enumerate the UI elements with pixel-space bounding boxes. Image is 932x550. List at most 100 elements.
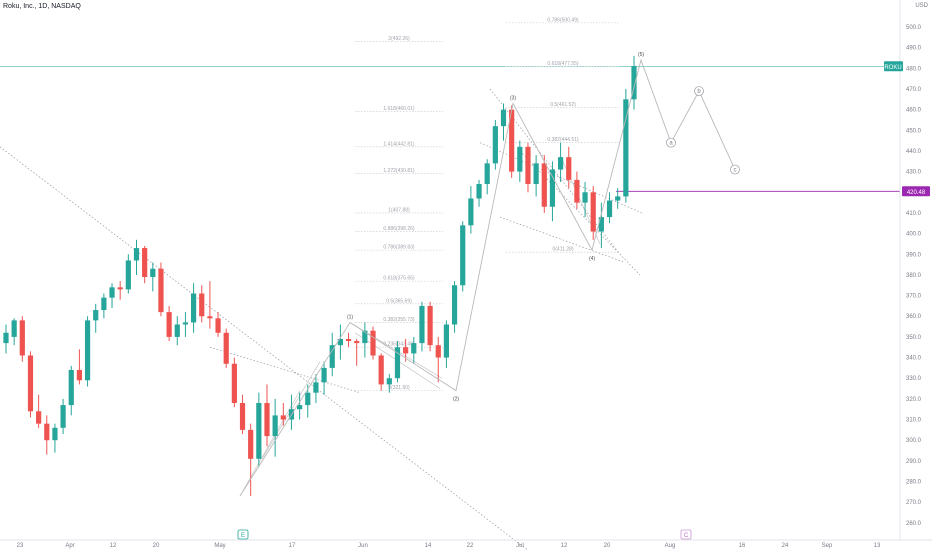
fib-level-label: 0.618(477.55) (547, 61, 578, 67)
time-tick-label: 14 (425, 543, 432, 549)
candle-body (468, 198, 474, 226)
candle-body (631, 66, 637, 100)
price-tick-label: 290.0 (906, 459, 922, 465)
candle-body (386, 378, 392, 385)
event-badge[interactable] (680, 529, 692, 540)
price-tick-label: 480.0 (906, 66, 922, 72)
candle-body (615, 196, 621, 201)
event-badge-label: E (241, 533, 245, 539)
price-tick-label: 390.0 (906, 252, 922, 258)
candle-body (76, 369, 83, 381)
candle-body (598, 217, 604, 232)
candle-body (182, 322, 189, 325)
candle-body (272, 415, 278, 437)
price-tick-label: 430.0 (906, 170, 922, 176)
candle-body (44, 423, 50, 441)
time-tick-label: Jun (358, 543, 368, 549)
candle-body (541, 163, 547, 207)
candle-body (566, 157, 572, 180)
candle-body (248, 429, 254, 459)
fib-level-label: 2(492.26) (388, 36, 410, 42)
candle-body (484, 163, 490, 185)
time-axis: 23 Apr 12 20 May 17 Jun 14 22 Jul 12 20 Aug 16 24 Sep 13… (0, 529, 932, 549)
elliott-wave-projection: (1) (2) (3) (4) (5) a b c (239, 52, 740, 497)
candle-body (313, 382, 319, 393)
wave-path (239, 58, 736, 497)
wedge-line (239, 390, 301, 497)
candle-body (509, 109, 515, 172)
price-label-badge (902, 186, 930, 197)
candle-body (11, 320, 17, 337)
wave-label: (1) (347, 314, 353, 320)
candle-body (264, 403, 270, 437)
candle-body (117, 287, 123, 290)
fib-level-label: 0(321.50) (388, 385, 410, 391)
wave-label: (5) (638, 52, 644, 58)
fib-level-label: 1.618(460.01) (383, 106, 414, 112)
candle-body (207, 316, 213, 319)
price-tick-label: 350.0 (906, 335, 922, 341)
fib-level-label: 0.618(375.65) (383, 276, 414, 282)
candle-body (606, 200, 613, 218)
candle-body (492, 126, 498, 164)
candle-body (411, 343, 417, 354)
fib-level-label: 0.382(444.51) (547, 137, 578, 143)
time-tick-label: Aug (665, 543, 676, 549)
price-tick-label: 340.0 (906, 356, 922, 362)
price-tick-label: 320.0 (906, 397, 922, 403)
candle-body (239, 403, 246, 430)
time-tick-label: 20 (153, 543, 160, 549)
price-tick-label: 280.0 (906, 480, 922, 486)
candle-body (231, 363, 237, 404)
time-tick-label: May (214, 543, 225, 549)
candle-body (27, 355, 34, 412)
wave-marker (694, 86, 704, 96)
wave-marker (730, 164, 740, 175)
candle-body (321, 367, 327, 383)
time-tick-label: 23 (17, 543, 24, 549)
price-tick-label: 300.0 (906, 438, 922, 444)
time-tick-label: 20 (604, 543, 611, 549)
candle-body (427, 305, 433, 346)
candle-body (345, 338, 352, 342)
event-badge-label: C (684, 533, 689, 539)
wave-label: (4) (589, 256, 595, 262)
candle-body (166, 312, 172, 337)
dotted-trend-line (0, 146, 529, 550)
event-badge[interactable] (237, 529, 249, 540)
time-tick-label: Apr (65, 543, 74, 549)
wave-label: (2) (453, 397, 459, 403)
candle-body (52, 427, 58, 441)
price-tick-label: 310.0 (906, 418, 922, 424)
candle-body (150, 268, 156, 277)
candle-body (256, 403, 262, 459)
candle-body (68, 369, 74, 406)
symbol-title: Roku, Inc., 1D, NASDAQ (3, 3, 81, 10)
candle-body (590, 192, 596, 232)
wave-label: b (697, 89, 701, 95)
candle-body (419, 305, 425, 344)
candle-body (533, 163, 539, 185)
fib-level-label: 0.786(389.83) (383, 245, 414, 251)
candle-body (574, 179, 580, 203)
dotted-trend-line (499, 216, 626, 263)
price-tick-label: 330.0 (906, 376, 922, 382)
price-tick-label: 260.0 (906, 521, 922, 527)
fib-level-label: 0.5(365.69) (386, 298, 412, 304)
fib-level-label: 1(407.88) (388, 207, 410, 213)
fib-level-label: 0(411.28) (552, 247, 573, 253)
candle-body (297, 405, 303, 410)
time-tick-label: 16 (739, 543, 746, 549)
candle-body (362, 330, 368, 344)
candle-body (84, 320, 91, 381)
candle-body (158, 268, 164, 313)
time-tick-label: 17 (289, 543, 296, 549)
candle-body (557, 157, 564, 170)
price-axis: 260.0 270.0 280.0 290.0 300.0 310.0 320.0 330.0… (884, 0, 930, 540)
price-tick-label: 370.0 (906, 294, 922, 300)
time-tick-label: 12 (561, 543, 568, 549)
candle-body (101, 297, 107, 311)
candle-body (354, 341, 360, 344)
candle-body (125, 260, 131, 290)
